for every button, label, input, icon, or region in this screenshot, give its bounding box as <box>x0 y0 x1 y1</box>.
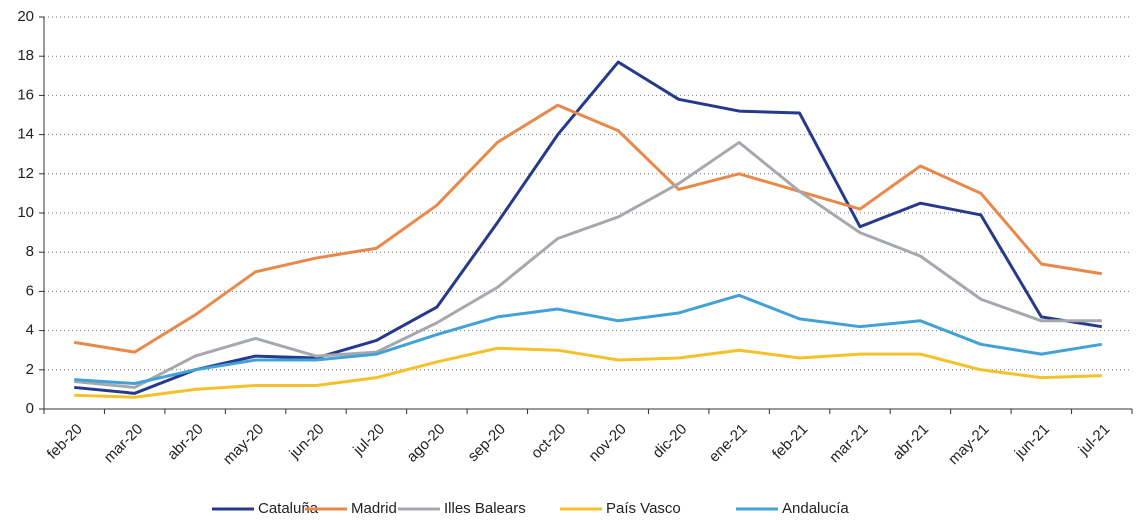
x-tick-label: jun-20 <box>285 421 327 463</box>
y-tick-label: 16 <box>17 86 34 103</box>
x-tick-label: ene-21 <box>706 421 751 466</box>
x-tick-label: abr-21 <box>889 421 932 464</box>
x-tick-label: jun-21 <box>1011 421 1053 463</box>
x-tick-label: nov-20 <box>585 421 629 465</box>
y-tick-label: 4 <box>26 322 34 339</box>
y-tick-label: 6 <box>26 282 34 299</box>
y-tick-label: 0 <box>26 400 34 417</box>
x-tick-label: may-21 <box>945 421 992 468</box>
y-tick-label: 20 <box>17 8 34 25</box>
legend-label: Madrid <box>351 500 397 517</box>
series-line <box>74 140 1102 389</box>
y-tick-label: 10 <box>17 204 34 221</box>
series-line <box>74 293 1103 386</box>
x-tick-label: abr-20 <box>164 421 207 464</box>
legend-label: Illes Balears <box>444 500 526 517</box>
y-tick-label: 18 <box>17 47 34 64</box>
x-tick-label: feb-21 <box>769 421 811 463</box>
x-tick-label: mar-20 <box>101 421 147 467</box>
x-tick-label: jul-21 <box>1075 421 1114 460</box>
x-tick-label: may-20 <box>220 421 267 468</box>
series-line <box>74 346 1102 399</box>
y-tick-label: 8 <box>26 243 34 260</box>
x-tick-label: ago-20 <box>403 421 448 466</box>
x-tick-label: sep-20 <box>465 421 509 465</box>
x-tick-label: dic-20 <box>649 421 690 462</box>
x-tick-label: mar-21 <box>826 421 872 467</box>
x-tick-label: feb-20 <box>44 421 86 463</box>
series-line <box>73 103 1103 354</box>
legend-label: Andalucía <box>782 500 849 517</box>
x-tick-label: oct-20 <box>528 421 570 463</box>
y-tick-label: 12 <box>17 165 34 182</box>
y-tick-label: 14 <box>17 126 34 143</box>
legend-label: País Vasco <box>606 500 681 517</box>
series-line <box>74 60 1103 395</box>
legend-label: Cataluña <box>258 500 319 517</box>
y-tick-label: 2 <box>26 361 34 378</box>
x-tick-label: jul-20 <box>349 421 388 460</box>
